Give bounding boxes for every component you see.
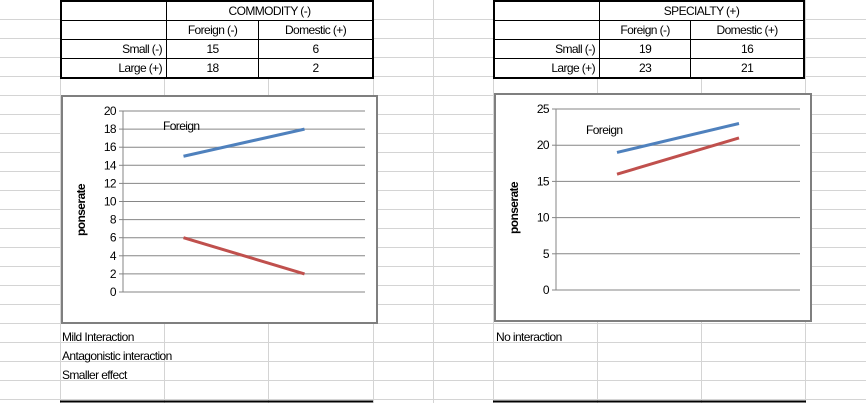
note-line: Mild Interaction (62, 330, 134, 344)
table-cell[interactable]: 21 (690, 58, 805, 79)
table-cell[interactable]: 16 (690, 39, 805, 59)
table-cell[interactable]: 6 (258, 39, 374, 59)
column-header: Foreign (-) (165, 20, 260, 40)
y-tick-label: 4 (110, 249, 117, 263)
note-line: Smaller effect (62, 368, 127, 382)
table-cell[interactable]: 23 (598, 58, 692, 79)
table-corner (61, 1, 167, 21)
row-header: Large (+) (493, 58, 600, 79)
table-corner (493, 20, 600, 40)
y-tick-label: 5 (543, 247, 550, 261)
column-header: Foreign (-) (598, 20, 692, 40)
specialty-chart-plot: 0 5 10 15 20 25 ponserate Foreign (507, 102, 800, 297)
table-cell[interactable]: 19 (598, 39, 692, 59)
y-tick-label: 6 (110, 231, 117, 245)
y-tick-label: 20 (104, 104, 117, 118)
y-tick-label: 0 (543, 283, 550, 297)
table-cell[interactable]: 18 (165, 58, 260, 79)
table-cell[interactable]: 15 (165, 39, 260, 59)
y-tick-label: 8 (110, 213, 117, 227)
series-line (616, 136, 740, 176)
y-tick-label: 2 (110, 267, 117, 281)
series-line (616, 122, 740, 154)
commodity-chart[interactable]: 0 2 4 6 8 10 12 14 16 18 20 ponserate Foreign (61, 95, 378, 324)
y-tick-label: 14 (104, 158, 117, 172)
specialty-chart[interactable]: 0 5 10 15 20 25 ponserate Foreign (494, 93, 812, 322)
series-line (183, 236, 305, 276)
row-header: Small (-) (493, 39, 600, 59)
table-title: SPECIALTY (+) (599, 0, 805, 21)
y-axis-label: ponserate (507, 181, 521, 234)
commodity-table: COMMODITY (-) Foreign (-) Domestic (+) S… (60, 0, 374, 79)
chart-annotation: Foreign (163, 119, 200, 133)
notes-left: Mild Interaction Antagonistic interactio… (62, 328, 172, 385)
table-corner (493, 0, 600, 21)
table-corner (60, 20, 167, 40)
y-tick-label: 10 (104, 195, 117, 209)
row-header: Large (+) (60, 58, 167, 79)
y-tick-label: 16 (104, 140, 117, 154)
note-line: No interaction (496, 330, 562, 344)
table-title: COMMODITY (-) (166, 0, 374, 21)
specialty-table: SPECIALTY (+) Foreign (-) Domestic (+) S… (493, 0, 805, 79)
y-tick-label: 15 (537, 174, 550, 188)
series-line (183, 127, 305, 158)
y-tick-label: 18 (104, 122, 117, 136)
notes-right: No interaction (496, 328, 562, 347)
y-axis-label: ponserate (74, 183, 88, 236)
commodity-chart-plot: 0 2 4 6 8 10 12 14 16 18 20 ponserate Foreign (74, 104, 365, 299)
y-tick-label: 12 (104, 176, 117, 190)
row-header: Small (-) (60, 39, 167, 59)
table-cell[interactable]: 2 (258, 58, 374, 79)
y-tick-label: 0 (110, 285, 117, 299)
column-header: Domestic (+) (690, 20, 805, 40)
y-tick-label: 20 (537, 138, 550, 152)
y-tick-label: 10 (537, 211, 550, 225)
note-line: Antagonistic interaction (62, 349, 172, 363)
chart-annotation: Foreign (586, 123, 623, 137)
y-tick-label: 25 (537, 102, 550, 116)
column-header: Domestic (+) (258, 20, 374, 40)
